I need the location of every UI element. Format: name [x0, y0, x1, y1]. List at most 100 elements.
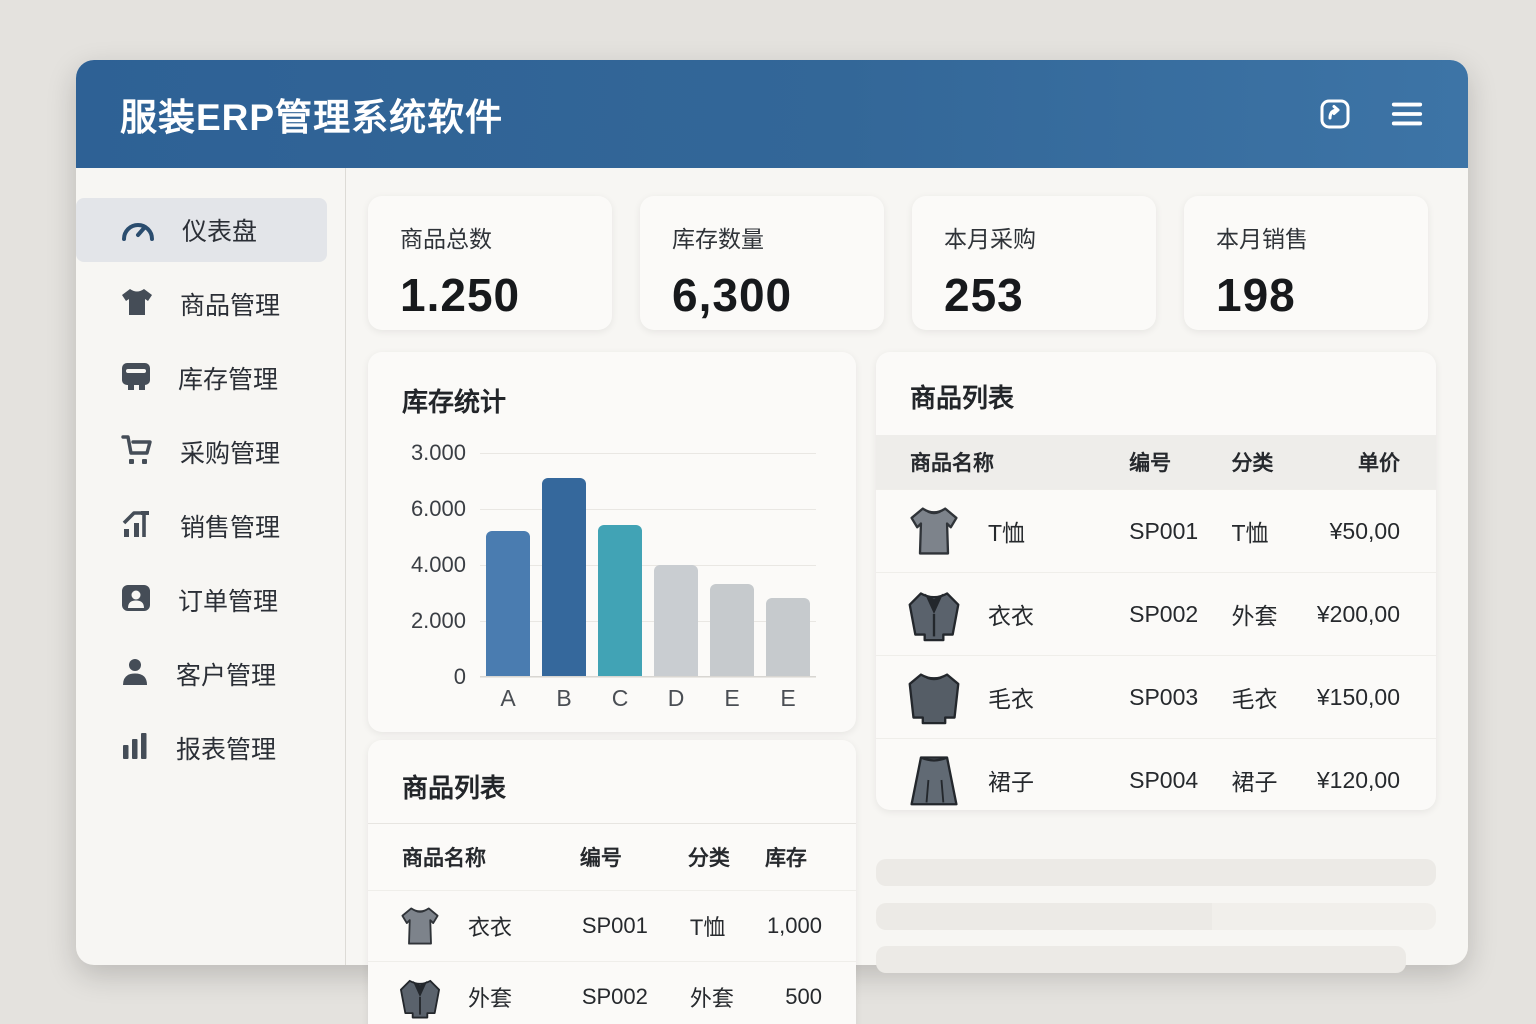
col-product-name: 商品名称	[910, 452, 994, 475]
chart-bar-a	[486, 531, 530, 676]
x-tick: E	[724, 685, 740, 711]
product-category: 裙子	[1221, 738, 1307, 810]
gauge-icon	[120, 213, 156, 248]
sidebar-item-products[interactable]: 商品管理	[76, 272, 327, 336]
product-price: ¥120,00	[1306, 738, 1436, 810]
x-tick: B	[556, 685, 572, 711]
product-name: 外套	[468, 986, 513, 1011]
table-row[interactable]: T恤 SP001 T恤 ¥50,00	[876, 489, 1436, 573]
skeleton-bar	[876, 903, 1436, 930]
stat-label: 库存数量	[672, 226, 764, 252]
product-name: T恤	[988, 520, 1026, 546]
col-product-name: 商品名称	[368, 824, 572, 891]
table-title: 商品列表	[368, 740, 856, 824]
menu-icon[interactable]	[1390, 97, 1424, 131]
stat-value: 6,300	[672, 269, 793, 321]
chart-bar-b	[542, 478, 586, 676]
sidebar-item-label: 库存管理	[178, 366, 279, 394]
table-row[interactable]: 衣衣 SP001 T恤 1,000	[368, 890, 856, 962]
table-row[interactable]: 裙子 SP004 裙子 ¥120,00	[876, 738, 1436, 810]
sweater-image	[906, 666, 962, 728]
stat-card-inventory-qty: 库存数量 6,300	[640, 196, 884, 330]
table-title: 商品列表	[910, 383, 1015, 413]
product-category: T恤	[679, 890, 757, 962]
product-code: SP003	[1119, 655, 1222, 739]
product-category: T恤	[1221, 489, 1307, 573]
stat-card-month-purchases: 本月采购 253	[912, 196, 1156, 330]
sidebar-item-inventory[interactable]: 库存管理	[76, 346, 327, 410]
table-row[interactable]: 外套 SP002 外套 500	[368, 961, 856, 1024]
product-name: 毛衣	[988, 686, 1034, 712]
sidebar-item-label: 商品管理	[180, 292, 281, 320]
y-tick: 2.000	[410, 608, 466, 633]
y-tick: 4.000	[410, 552, 466, 577]
col-code: 编号	[571, 824, 680, 891]
product-list-card-bottom: 商品列表 商品名称 编号 分类 库存 衣衣 SP001 T恤 1,000	[368, 740, 856, 1024]
stats-row: 商品总数 1.250 库存数量 6,300 本月采购 253 本月销售 198	[368, 196, 1428, 330]
table-header-row: 商品名称 编号 分类 单价	[876, 435, 1436, 490]
x-tick: C	[611, 685, 629, 711]
col-price: 单价	[1358, 452, 1400, 475]
sidebar-item-orders[interactable]: 订单管理	[76, 568, 327, 632]
x-tick: E	[780, 685, 796, 711]
app-header: 服装ERP管理系统软件	[76, 60, 1468, 168]
product-stock: 500	[756, 961, 856, 1024]
stat-value: 198	[1216, 269, 1296, 321]
product-price: ¥150,00	[1306, 655, 1436, 739]
skirt-image	[906, 749, 962, 810]
product-code: SP002	[1119, 572, 1222, 656]
stat-card-products-total: 商品总数 1.250	[368, 196, 612, 330]
chart-bar-c	[598, 525, 642, 676]
sidebar-item-label: 订单管理	[178, 588, 279, 616]
sidebar-item-purchasing[interactable]: 采购管理	[76, 420, 327, 484]
table-row[interactable]: 毛衣 SP003 毛衣 ¥150,00	[876, 655, 1436, 739]
stat-label: 商品总数	[400, 226, 492, 252]
sidebar: 仪表盘 商品管理 库存管理	[76, 168, 346, 965]
product-name: 裙子	[988, 769, 1034, 795]
col-code: 编号	[1129, 452, 1172, 475]
sidebar-item-reports[interactable]: 报表管理	[76, 716, 327, 780]
stat-card-month-sales: 本月销售 198	[1184, 196, 1428, 330]
sidebar-item-label: 采购管理	[180, 440, 281, 468]
y-tick: 3.000	[410, 440, 466, 465]
tshirt-image	[398, 901, 442, 951]
product-code: SP002	[571, 961, 680, 1024]
sidebar-item-dashboard[interactable]: 仪表盘	[76, 198, 327, 262]
table-row[interactable]: 衣衣 SP002 外套 ¥200,00	[876, 572, 1436, 656]
chart-bar-e1	[710, 584, 754, 676]
export-icon[interactable]	[1318, 97, 1352, 131]
product-category: 外套	[1221, 572, 1307, 656]
product-category: 外套	[679, 961, 757, 1024]
product-category: 毛衣	[1221, 655, 1307, 739]
product-list-card-right: 商品列表 商品名称 编号 分类 单价 T恤 SP001 T恤 ¥50,00	[876, 352, 1436, 810]
sidebar-item-label: 仪表盘	[182, 218, 258, 246]
trend-icon	[120, 509, 154, 544]
product-stock: 1,000	[756, 890, 856, 962]
product-price: ¥200,00	[1306, 572, 1436, 656]
sidebar-item-label: 客户管理	[176, 662, 277, 690]
jacket-image	[398, 972, 442, 1022]
chart-bar-e2	[766, 597, 810, 676]
sidebar-item-label: 报表管理	[176, 736, 277, 764]
sidebar-item-label: 销售管理	[180, 514, 281, 542]
jacket-image	[906, 583, 962, 645]
idcard-icon	[120, 583, 152, 618]
person-icon	[120, 657, 150, 692]
tshirt-image	[906, 500, 962, 562]
product-code: SP004	[1119, 738, 1222, 810]
sidebar-item-sales[interactable]: 销售管理	[76, 494, 327, 558]
barchart-icon	[120, 731, 150, 766]
col-category: 分类	[1231, 452, 1274, 475]
cart-icon	[120, 434, 154, 471]
tshirt-icon	[120, 287, 154, 322]
product-name: 衣衣	[988, 603, 1034, 629]
skeleton-bar	[876, 946, 1406, 973]
sidebar-item-customers[interactable]: 客户管理	[76, 642, 327, 706]
stat-label: 本月销售	[1216, 226, 1308, 252]
chart-bar-d	[654, 564, 698, 676]
stat-label: 本月采购	[944, 226, 1036, 252]
product-code: SP001	[571, 890, 680, 962]
bar-chart: 3.000 6.000 4.000 2.000 0 A B C D E E	[402, 440, 822, 711]
col-category: 分类	[679, 824, 757, 891]
x-tick: A	[500, 685, 516, 711]
